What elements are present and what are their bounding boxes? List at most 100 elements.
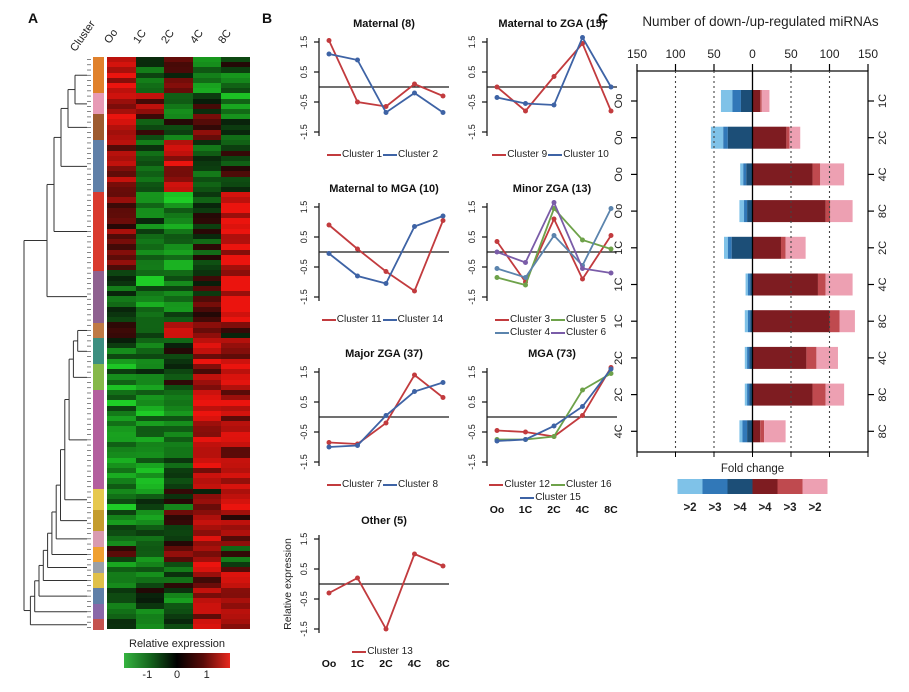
heatmap-cell bbox=[107, 592, 136, 599]
heatmap-cell bbox=[221, 337, 250, 344]
heatmap-cell bbox=[107, 88, 136, 94]
series-point bbox=[412, 372, 417, 378]
xtick-Oo: Oo bbox=[321, 658, 337, 670]
heatmap-cell bbox=[164, 488, 193, 495]
fold-change-label-2: >4 bbox=[733, 502, 747, 514]
heatmap-cell bbox=[221, 384, 250, 390]
heatmap-cell bbox=[192, 155, 222, 162]
series-point bbox=[383, 413, 389, 418]
series-point bbox=[580, 35, 585, 40]
bar-up-Oo-1C bbox=[752, 90, 761, 112]
bar-down-2C-4C bbox=[749, 346, 753, 369]
legend-label: Cluster 9 bbox=[507, 149, 548, 160]
heatmap-cell bbox=[135, 546, 165, 552]
heatmap-row bbox=[107, 582, 250, 588]
heatmap-row bbox=[107, 520, 250, 526]
heatmap-row bbox=[107, 311, 250, 318]
heatmap-cell bbox=[221, 348, 250, 354]
heatmap-cell bbox=[135, 514, 165, 521]
cluster-axis-label: Cluster bbox=[68, 18, 98, 54]
heatmap-cell bbox=[135, 603, 165, 609]
heatmap-cell bbox=[107, 192, 136, 198]
heatmap-row bbox=[107, 223, 250, 229]
bar-up-2C-8C bbox=[752, 383, 813, 406]
heatmap-cell bbox=[221, 540, 250, 547]
heatmap-cell bbox=[107, 265, 136, 271]
heatmap-cell bbox=[192, 291, 222, 297]
heatmap-cell bbox=[164, 270, 193, 276]
ytick--1.5: -1.5 bbox=[299, 124, 309, 140]
heatmap-cell bbox=[164, 384, 193, 390]
heatmap-cell bbox=[135, 343, 165, 349]
lineplot-legend-minor-zga: Cluster 3 Cluster 5 Cluster 4 Cluster 6 bbox=[483, 313, 617, 339]
lineplot-title-mga: MGA (73) bbox=[528, 348, 576, 360]
heatmap-row bbox=[107, 390, 250, 396]
series-point bbox=[551, 434, 557, 439]
heatmap-cell bbox=[135, 369, 165, 375]
panel-b-label: B bbox=[262, 10, 273, 26]
heatmap-cell bbox=[164, 452, 193, 458]
lineplot-legend-other: Cluster 13 bbox=[315, 645, 449, 658]
heatmap-cell bbox=[164, 155, 193, 162]
heatmap-cell bbox=[135, 416, 165, 422]
heatmap-cell bbox=[221, 317, 250, 323]
heatmap-cell bbox=[192, 566, 222, 573]
heatmap-cell bbox=[135, 332, 165, 338]
heatmap-cell bbox=[221, 400, 250, 406]
series-point bbox=[551, 200, 557, 205]
heatmap-cell bbox=[221, 390, 250, 396]
colorbar-tick--1: -1 bbox=[142, 669, 153, 681]
x-axis-labels: Oo 1C 2C 4C 8C bbox=[283, 658, 451, 671]
bar-up-1C-4C bbox=[752, 273, 818, 296]
heatmap-cell bbox=[164, 436, 193, 443]
heatmap-cell bbox=[221, 301, 250, 307]
series-point bbox=[440, 213, 446, 219]
heatmap-cell bbox=[221, 233, 250, 240]
xtick-2C: 2C bbox=[547, 504, 561, 516]
heatmap-cell bbox=[135, 390, 165, 396]
heatmap-cell bbox=[107, 72, 136, 78]
heatmap-cell bbox=[221, 551, 250, 557]
lineplot-legend-major-zga: Cluster 7 Cluster 8 bbox=[315, 478, 449, 491]
bar-down-2C-8C bbox=[747, 383, 750, 406]
heatmap-cell bbox=[192, 369, 222, 375]
row-left-label-6: 1C bbox=[613, 314, 625, 328]
heatmap-cell bbox=[164, 546, 193, 552]
heatmap-cell bbox=[192, 488, 222, 495]
heatmap-cell bbox=[164, 103, 193, 110]
heatmap-cell bbox=[192, 551, 222, 557]
heatmap-row bbox=[107, 83, 250, 89]
series-point bbox=[383, 104, 389, 109]
lineplot-legend-mga: Cluster 12 Cluster 16 Cluster 15 bbox=[483, 478, 617, 504]
heatmap-cell bbox=[164, 551, 193, 557]
heatmap-cell bbox=[192, 171, 222, 177]
heatmap-cell bbox=[164, 306, 193, 312]
heatmap-cell bbox=[107, 405, 136, 411]
panel-c-title: Number of down-/up-regulated miRNAs bbox=[642, 14, 879, 29]
heatmap-cell bbox=[221, 603, 250, 609]
legend-dash-icon bbox=[382, 318, 397, 321]
heatmap-cell bbox=[107, 363, 136, 370]
heatmap-cell bbox=[135, 322, 165, 328]
ytick--1.5: -1.5 bbox=[467, 454, 477, 470]
heatmap-cell bbox=[135, 119, 165, 125]
heatmap-cell bbox=[164, 358, 193, 364]
heatmap-cell bbox=[164, 520, 193, 526]
heatmap-cell bbox=[192, 83, 222, 89]
y-axis-label: Relative expression bbox=[283, 538, 294, 630]
heatmap-cell bbox=[221, 509, 250, 515]
heatmap-cell bbox=[107, 379, 136, 385]
heatmap-cell bbox=[192, 88, 222, 94]
heatmap-cell bbox=[135, 57, 165, 63]
heatmap-row bbox=[107, 202, 250, 208]
series-point bbox=[355, 575, 360, 581]
heatmap-cell bbox=[164, 311, 193, 318]
heatmap-cell bbox=[164, 431, 193, 437]
heatmap-cell bbox=[107, 239, 136, 245]
heatmap-cell bbox=[221, 145, 250, 151]
heatmap-row bbox=[107, 249, 250, 255]
heatmap-cell bbox=[135, 285, 165, 292]
heatmap-cell bbox=[221, 228, 250, 234]
heatmap-row bbox=[107, 77, 250, 84]
heatmap-cell bbox=[107, 608, 136, 614]
